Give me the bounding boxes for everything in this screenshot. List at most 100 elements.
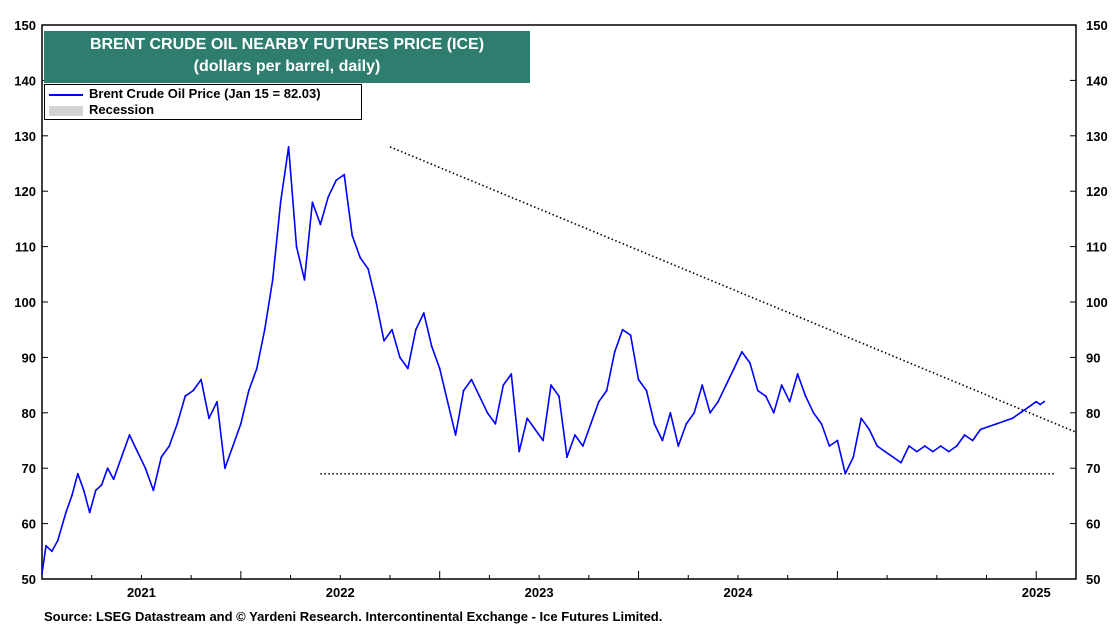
- data-point: [653, 422, 656, 425]
- data-point: [160, 456, 163, 459]
- data-point: [144, 467, 147, 470]
- data-point: [741, 350, 743, 353]
- data-point: [430, 345, 433, 348]
- data-point: [558, 395, 560, 398]
- data-point: [311, 201, 314, 204]
- chart-subtitle: (dollars per barrel, daily): [193, 58, 381, 75]
- data-point: [629, 334, 632, 337]
- data-point: [367, 267, 370, 270]
- data-point: [677, 445, 680, 447]
- data-point: [76, 472, 79, 475]
- data-point: [796, 373, 799, 375]
- data-point: [287, 145, 290, 148]
- data-point: [359, 256, 362, 259]
- x-axis: 2021 2022 2023 2024 2025: [91, 571, 1051, 600]
- data-point: [916, 450, 918, 453]
- legend-item-series: Brent Crude Oil Price (Jan 15 = 82.03): [49, 86, 321, 102]
- data-point: [446, 400, 449, 403]
- data-point: [510, 373, 513, 375]
- x-tick-label: 2022: [326, 585, 355, 600]
- data-point: [971, 439, 974, 442]
- data-point: [88, 511, 91, 514]
- data-point: [494, 422, 497, 425]
- data-point: [184, 395, 187, 398]
- legend-item-recession: Recession: [49, 102, 154, 118]
- x-tick-label: 2025: [1022, 585, 1051, 600]
- data-point: [852, 456, 855, 459]
- data-point: [422, 312, 425, 314]
- y-tick-label-left: 150: [14, 18, 36, 33]
- data-point: [1003, 420, 1006, 423]
- data-point: [780, 384, 783, 386]
- data-point: [526, 417, 529, 420]
- y-tick-label-right: 140: [1086, 73, 1108, 88]
- data-point: [414, 328, 417, 331]
- x-tick-label: 2021: [127, 585, 156, 600]
- y-tick-label-left: 140: [14, 73, 36, 88]
- y-tick-label-left: 120: [14, 184, 36, 199]
- data-point: [1019, 411, 1022, 414]
- data-point: [987, 425, 990, 428]
- data-point: [1027, 406, 1030, 409]
- data-point: [764, 395, 767, 398]
- data-point: [454, 434, 457, 436]
- data-point: [57, 539, 59, 542]
- data-point: [876, 445, 879, 447]
- series-group: [41, 145, 1046, 575]
- data-point: [884, 450, 887, 453]
- data-point: [693, 411, 696, 414]
- data-point: [900, 461, 902, 464]
- data-point: [645, 389, 648, 392]
- y-tick-label-right: 60: [1086, 517, 1100, 532]
- data-point: [478, 395, 481, 398]
- data-point: [438, 367, 441, 370]
- data-point: [94, 489, 97, 492]
- data-point: [534, 428, 537, 431]
- data-point: [995, 422, 998, 425]
- legend: Brent Crude Oil Price (Jan 15 = 82.03) R…: [44, 84, 362, 120]
- y-tick-label-right: 150: [1086, 18, 1108, 33]
- data-point: [263, 328, 266, 331]
- data-point: [343, 173, 346, 176]
- data-point: [597, 400, 600, 403]
- data-point: [200, 378, 202, 381]
- data-point: [120, 456, 123, 459]
- data-point: [319, 223, 322, 226]
- data-point: [391, 328, 393, 331]
- data-point: [112, 478, 115, 481]
- data-point: [637, 378, 640, 381]
- data-point: [709, 411, 712, 414]
- data-point: [518, 450, 521, 453]
- data-point: [100, 483, 103, 486]
- data-point: [955, 445, 958, 447]
- data-point: [82, 489, 85, 492]
- data-point: [613, 350, 616, 353]
- data-point: [1011, 417, 1014, 420]
- source-note: Source: LSEG Datastream and © Yardeni Re…: [44, 609, 663, 624]
- data-point: [224, 467, 226, 470]
- data-point: [892, 456, 894, 459]
- y-tick-label-left: 100: [14, 295, 36, 310]
- y-tick-label-left: 60: [22, 517, 36, 532]
- data-point: [669, 411, 672, 414]
- data-point: [836, 439, 839, 442]
- data-point: [231, 445, 234, 447]
- y-axis-left: 50 60 70 80 90 100 110 120 130 140 150: [14, 18, 48, 587]
- y-tick-label-right: 50: [1086, 572, 1100, 587]
- data-point: [271, 278, 274, 281]
- y-tick-label-right: 130: [1086, 129, 1108, 144]
- y-tick-label-right: 80: [1086, 406, 1100, 421]
- data-point: [581, 445, 584, 447]
- chart-title-box: BRENT CRUDE OIL NEARBY FUTURES PRICE (IC…: [44, 31, 530, 83]
- data-point: [399, 356, 401, 359]
- data-point: [168, 445, 171, 447]
- data-point: [486, 411, 489, 414]
- data-point: [247, 389, 250, 392]
- data-point: [351, 234, 354, 237]
- data-point: [41, 572, 43, 575]
- legend-label-series: Brent Crude Oil Price (Jan 15 = 82.03): [89, 86, 321, 101]
- data-point: [152, 489, 155, 492]
- data-point: [804, 395, 807, 398]
- y-tick-label-right: 120: [1086, 184, 1108, 199]
